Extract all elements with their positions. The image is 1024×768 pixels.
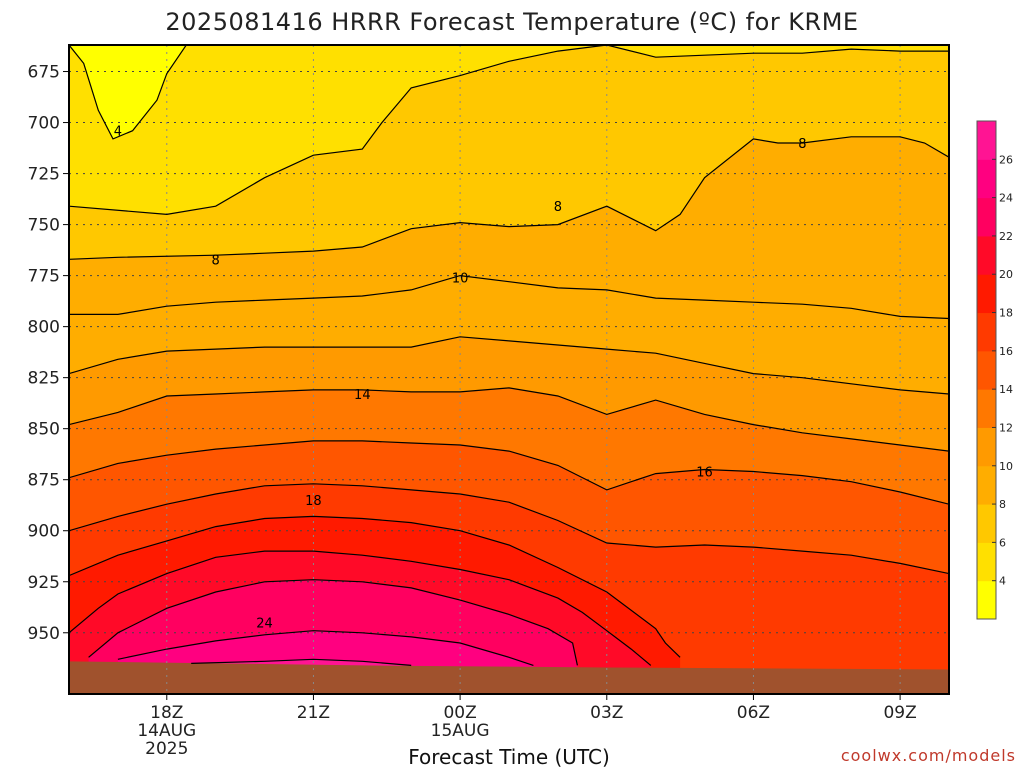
x-tick-label: 21Z <box>297 703 330 723</box>
colorbar-band <box>977 197 996 237</box>
x-tick-label: 09Z <box>883 703 916 723</box>
y-tick-label: 900 <box>28 522 60 542</box>
colorbar-label: 20 <box>999 268 1013 281</box>
y-tick-label: 850 <box>28 420 60 440</box>
contour-line-12 <box>69 387 949 452</box>
y-tick-label: 700 <box>28 114 60 134</box>
contour-line-6 <box>69 45 949 216</box>
contour-line-20 <box>69 550 652 666</box>
colorbar: 4 6 8 10 12 14 16 18 20 22 24 26 <box>976 120 1013 620</box>
colorbar-band <box>977 312 996 352</box>
contour-line-5 <box>69 45 188 140</box>
plot-area: 4 8 8 8 10 14 16 18 24 675 700 725 750 775 800 825 850 87… <box>28 44 950 759</box>
y-tick-label: 950 <box>28 624 60 644</box>
contour-line-26 <box>191 658 412 666</box>
colorbar-band <box>977 235 996 275</box>
contour-line-7 <box>69 136 949 260</box>
colorbar-label: 14 <box>999 383 1013 396</box>
colorbar-band <box>977 274 996 314</box>
contour-line-16 <box>69 483 949 575</box>
x-tick-label: 03Z <box>590 703 623 723</box>
colorbar-band <box>977 350 996 390</box>
colorbar-label: 18 <box>999 307 1013 320</box>
fill-region-5 <box>69 45 187 139</box>
y-tick-label: 775 <box>28 267 60 287</box>
contour-line-8 <box>69 274 949 320</box>
contour-line-22 <box>88 579 578 666</box>
colorbar-label: 4 <box>999 575 1006 588</box>
contour-line-24 <box>117 630 534 666</box>
y-tick-label: 825 <box>28 369 60 389</box>
x-tick-label: 15AUG <box>431 721 490 741</box>
colorbar-label: 22 <box>999 230 1013 243</box>
contour-line-18 <box>69 515 681 658</box>
contour-label: 10 <box>452 272 469 287</box>
contour-label: 4 <box>114 125 122 140</box>
contour-line-14 <box>69 440 949 505</box>
colorbar-label: 16 <box>999 345 1013 358</box>
x-tick-label: 00Z <box>443 703 476 723</box>
colorbar-band <box>977 121 996 160</box>
colorbar-band <box>977 465 996 505</box>
colorbar-band <box>977 389 996 428</box>
x-tick-label: 14AUG <box>137 721 196 741</box>
contour-lines: 4 8 8 8 10 14 16 18 24 <box>69 45 949 666</box>
contour-label: 14 <box>354 388 371 403</box>
ground-terrain <box>69 661 949 694</box>
contour-label: 8 <box>554 200 562 215</box>
y-tick-label: 750 <box>28 216 60 236</box>
colorbar-label: 10 <box>999 460 1013 473</box>
y-tick-label: 800 <box>28 318 60 338</box>
y-tick-label: 725 <box>28 165 60 185</box>
colorbar-label: 8 <box>999 498 1006 511</box>
colorbar-band <box>977 580 996 620</box>
contour-label: 8 <box>798 137 806 152</box>
colorbar-label: 12 <box>999 421 1013 434</box>
x-axis-label: Forecast Time (UTC) <box>408 745 610 768</box>
x-tick-label: 2025 <box>145 739 188 759</box>
colorbar-label: 6 <box>999 536 1006 549</box>
y-axis: 675 700 725 750 775 800 825 850 875 900 925 950 <box>28 63 69 644</box>
contour-label: 24 <box>256 617 273 632</box>
colorbar-band <box>977 542 996 582</box>
contour-line-10 <box>69 336 949 395</box>
contour-label: 16 <box>696 466 713 481</box>
colorbar-band <box>977 504 996 543</box>
colorbar-label: 26 <box>999 153 1013 166</box>
x-tick-label: 06Z <box>737 703 770 723</box>
y-tick-label: 925 <box>28 573 60 593</box>
chart-title: 2025081416 HRRR Forecast Temperature (ºC… <box>165 8 858 36</box>
colorbar-label: 24 <box>999 192 1013 205</box>
x-tick-label: 18Z <box>150 703 183 723</box>
colorbar-band <box>977 159 996 199</box>
contour-label: 8 <box>212 253 220 268</box>
colorbar-frame <box>976 120 997 620</box>
credit-text: coolwx.com/models <box>841 746 1016 765</box>
y-tick-label: 675 <box>28 63 60 83</box>
colorbar-band <box>977 427 996 467</box>
y-tick-label: 875 <box>28 471 60 491</box>
plot-frame <box>68 44 950 695</box>
contour-label: 18 <box>305 494 322 509</box>
grid-lines <box>69 45 949 694</box>
